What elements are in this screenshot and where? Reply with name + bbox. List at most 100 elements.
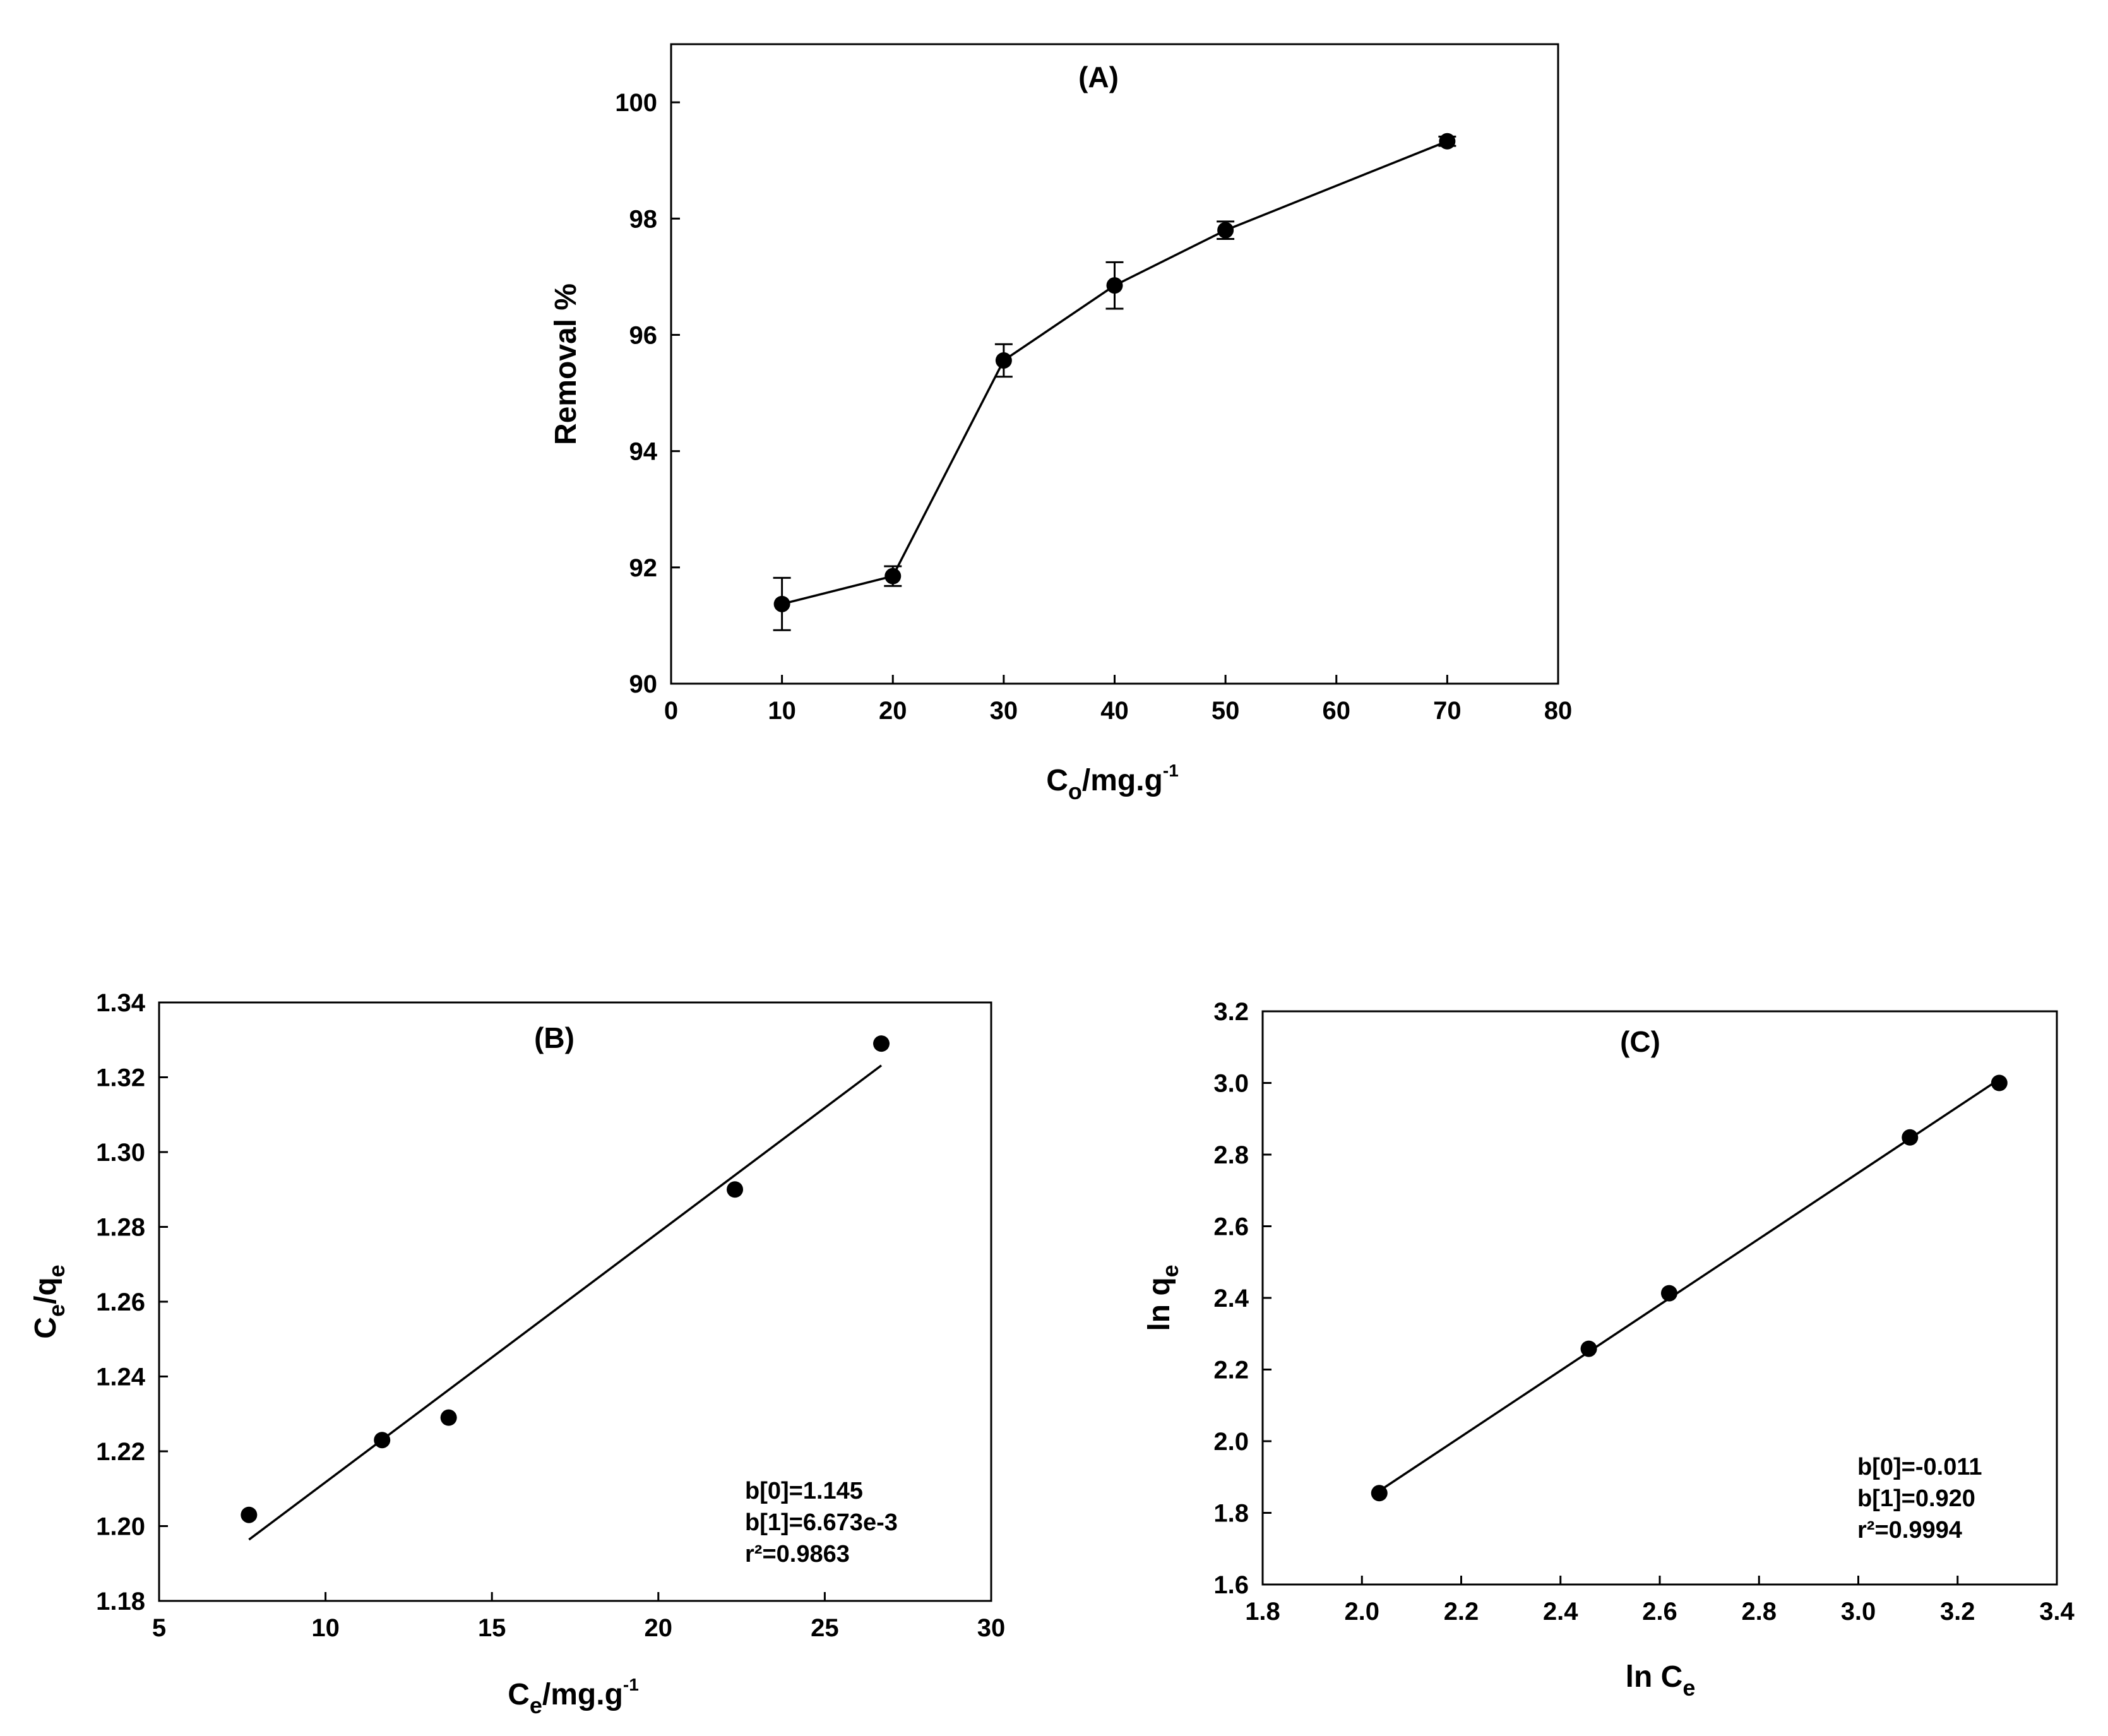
panel-b-x-axis-title-sup: -1 (623, 1675, 639, 1694)
panel-c-y-axis-title: ln qe (1143, 1264, 1183, 1331)
panel-b-x-ticks: 5 10 15 20 25 30 (152, 1592, 1005, 1642)
panel-b-x-tick-label: 20 (645, 1614, 673, 1642)
panel-c-y-tick-label: 2.6 (1213, 1213, 1249, 1241)
panel-a-x-tick-label: 10 (768, 697, 796, 725)
panel-b-x-axis-title-main: C (508, 1678, 530, 1711)
panel-c-data (1371, 1074, 2008, 1502)
panel-a-data (773, 133, 1456, 631)
panel-b-y-axis-title-sub: e (44, 1304, 69, 1317)
panel-c-x-tick-label: 2.0 (1344, 1598, 1379, 1626)
panel-a-x-axis-title-sub: o (1068, 778, 1082, 804)
panel-a: 0 10 20 30 40 50 60 70 80 90 92 94 96 98 100 (A) Remo… (549, 43, 1572, 804)
panel-b-y-tick-label: 1.24 (96, 1364, 146, 1391)
panel-b-data-point (727, 1181, 744, 1198)
panel-c-annotation-r2: r²=0.9994 (1857, 1517, 1962, 1543)
panel-a-y-tick-label: 94 (629, 438, 658, 466)
panel-a-x-tick-label: 30 (990, 697, 1018, 725)
panel-c-annotation-b1: b[1]=0.920 (1857, 1485, 1975, 1512)
panel-c-y-tick-label: 1.8 (1213, 1500, 1249, 1528)
panel-a-x-ticks: 0 10 20 30 40 50 60 70 80 (664, 675, 1572, 725)
panel-a-x-axis-title: Co/mg.g-1 (1046, 761, 1179, 804)
panel-b-y-axis-title-sub2: e (44, 1264, 69, 1277)
panel-b-regression-annotations: b[0]=1.145 b[1]=6.673e-3 r²=0.9863 (745, 1478, 898, 1567)
panel-c-x-axis-title-main: ln C (1626, 1660, 1683, 1694)
panel-c-title: (C) (1620, 1025, 1660, 1058)
panel-a-series-line (782, 140, 1448, 605)
panel-b-y-ticks: 1.18 1.20 1.22 1.24 1.26 1.28 1.30 1.32 1.34 (96, 989, 168, 1615)
panel-c-x-tick-label: 3.4 (2039, 1598, 2075, 1626)
panel-b-y-tick-label: 1.18 (96, 1588, 145, 1615)
panel-b-fit-line (248, 1064, 883, 1541)
panel-b-y-tick-label: 1.20 (96, 1513, 145, 1541)
panel-a-y-tick-label: 100 (615, 89, 657, 117)
panel-c-y-tick-label: 3.2 (1213, 998, 1249, 1026)
panel-a-data-point (995, 352, 1012, 369)
panel-a-x-axis-title-rest: /mg.g (1082, 764, 1163, 797)
panel-c-y-ticks: 1.6 1.8 2.0 2.2 2.4 2.6 2.8 3.0 3.2 (1213, 998, 1271, 1599)
panel-b-annotation-b0: b[0]=1.145 (745, 1478, 863, 1504)
panel-a-x-axis-title-main: C (1046, 764, 1068, 797)
panel-b-x-tick-label: 30 (977, 1614, 1006, 1642)
panel-a-y-ticks: 90 92 94 96 98 100 (615, 89, 680, 698)
panel-b-x-tick-label: 15 (478, 1614, 506, 1642)
panel-a-y-tick-label: 92 (629, 554, 658, 582)
panel-a-x-tick-label: 0 (664, 697, 678, 725)
panel-a-x-tick-label: 60 (1323, 697, 1351, 725)
panel-c-y-tick-label: 2.4 (1213, 1285, 1249, 1312)
panel-b-y-axis-title-rest: /q (29, 1277, 63, 1304)
panel-b-x-axis-title-sub: e (530, 1692, 542, 1718)
panel-c-regression-annotations: b[0]=-0.011 b[1]=0.920 r²=0.9994 (1857, 1454, 1982, 1543)
panel-a-y-tick-label: 90 (629, 670, 658, 698)
panel-c-x-axis-title: ln Ce (1626, 1660, 1696, 1701)
panel-b-y-tick-label: 1.28 (96, 1214, 145, 1242)
panel-c-x-axis-title-sub: e (1682, 1675, 1695, 1701)
panel-a-data-point (1439, 133, 1456, 150)
panel-b-x-tick-label: 25 (811, 1614, 839, 1642)
panel-b-y-tick-label: 1.22 (96, 1438, 145, 1466)
panel-a-x-tick-label: 40 (1100, 697, 1129, 725)
panel-b-title: (B) (534, 1021, 575, 1054)
panel-b-annotation-r2: r²=0.9863 (745, 1541, 850, 1567)
panel-c-y-tick-label: 3.0 (1213, 1070, 1249, 1098)
panel-c-x-tick-label: 2.6 (1642, 1598, 1677, 1626)
panel-b-x-axis-title: Ce/mg.g-1 (508, 1675, 639, 1718)
panel-a-y-tick-label: 96 (629, 321, 658, 349)
panel-a-title: (A) (1078, 61, 1119, 93)
panel-b-y-tick-label: 1.34 (96, 989, 146, 1017)
panel-b-y-tick-label: 1.30 (96, 1139, 145, 1167)
panel-c-y-tick-label: 2.8 (1213, 1141, 1249, 1169)
panel-b-y-tick-label: 1.26 (96, 1288, 145, 1316)
panel-a-y-axis-title: Removal % (549, 283, 583, 445)
panel-b-y-axis-title-main: C (29, 1317, 63, 1339)
panel-b-annotation-b1: b[1]=6.673e-3 (745, 1509, 898, 1536)
panel-a-x-tick-label: 80 (1544, 697, 1573, 725)
panel-a-y-tick-label: 98 (629, 205, 658, 233)
panel-c-data-point (1660, 1285, 1677, 1302)
panel-c-y-axis-title-main: ln q (1143, 1277, 1176, 1331)
panel-b-data (241, 1035, 890, 1541)
panel-c: 1.8 2.0 2.2 2.4 2.6 2.8 3.0 3.2 3.4 1.6 1.8 2.0 2.2… (1143, 998, 2075, 1701)
panel-c-y-tick-label: 2.2 (1213, 1357, 1249, 1384)
panel-c-x-ticks: 1.8 2.0 2.2 2.4 2.6 2.8 3.0 3.2 3.4 (1245, 1576, 2075, 1626)
panel-a-x-tick-label: 70 (1433, 697, 1462, 725)
panel-b-x-tick-label: 10 (311, 1614, 340, 1642)
panel-c-annotation-b0: b[0]=-0.011 (1857, 1454, 1982, 1480)
panel-c-x-tick-label: 3.2 (1940, 1598, 1975, 1626)
panel-c-data-point (1371, 1485, 1388, 1502)
panel-c-y-tick-label: 2.0 (1213, 1428, 1249, 1456)
panel-a-x-tick-label: 50 (1212, 697, 1240, 725)
panel-c-y-tick-label: 1.6 (1213, 1571, 1249, 1599)
panel-a-data-point (1106, 277, 1123, 294)
panel-c-x-tick-label: 2.4 (1543, 1598, 1578, 1626)
panel-c-fit-line (1378, 1078, 2000, 1492)
panel-b-data-point (374, 1432, 391, 1449)
panel-c-x-tick-label: 1.8 (1245, 1598, 1280, 1626)
panel-c-x-tick-label: 2.8 (1741, 1598, 1777, 1626)
panel-a-plot-frame (670, 43, 1559, 685)
panel-b-y-axis-title: Ce/qe (29, 1264, 69, 1338)
panel-b-x-tick-label: 5 (152, 1614, 166, 1642)
panel-c-data-point (1902, 1129, 1919, 1146)
panel-b-data-point (440, 1409, 457, 1426)
panel-a-data-point (884, 568, 902, 585)
